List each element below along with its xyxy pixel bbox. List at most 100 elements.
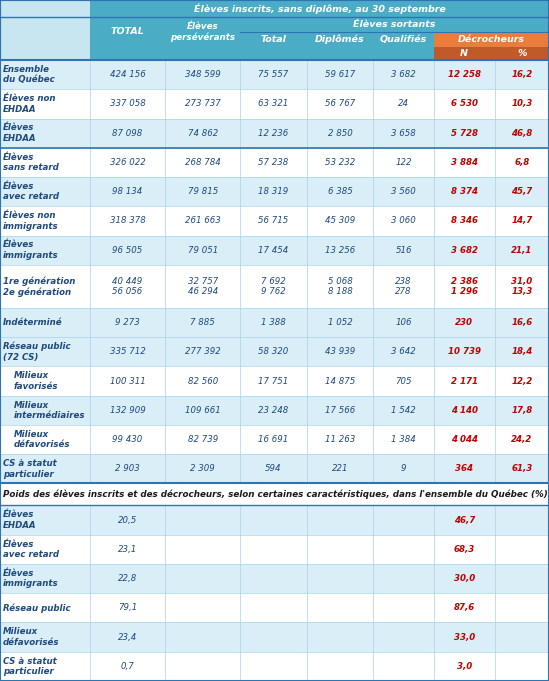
Bar <box>240 47 307 60</box>
Text: 132 909: 132 909 <box>110 406 145 415</box>
Bar <box>0 17 90 47</box>
Text: 46,8: 46,8 <box>511 129 533 138</box>
Text: 56 715: 56 715 <box>259 217 289 225</box>
Text: Qualifiés: Qualifiés <box>380 35 427 44</box>
Text: 12 258: 12 258 <box>448 70 481 79</box>
Text: 82 560: 82 560 <box>188 377 218 385</box>
Text: 18 319: 18 319 <box>259 187 289 196</box>
Bar <box>373 47 434 60</box>
Text: 100 311: 100 311 <box>110 377 145 385</box>
Bar <box>307 47 373 60</box>
Text: Milieux
intermédiaires: Milieux intermédiaires <box>14 400 86 420</box>
Text: %: % <box>517 49 526 58</box>
Text: Élèves
immigrants: Élèves immigrants <box>3 240 59 260</box>
Text: 61,3: 61,3 <box>511 464 533 473</box>
Bar <box>0 396 549 425</box>
Text: 53 232: 53 232 <box>325 158 355 167</box>
Text: 6 530: 6 530 <box>451 99 478 108</box>
Bar <box>0 0 90 17</box>
Bar <box>373 32 434 47</box>
Text: N: N <box>460 49 468 58</box>
Text: 0,7: 0,7 <box>121 662 135 671</box>
Bar <box>0 148 549 177</box>
Bar <box>0 89 549 118</box>
Text: Réseau public: Réseau public <box>3 603 71 613</box>
Text: 18,4: 18,4 <box>511 347 533 356</box>
Text: 7 885: 7 885 <box>191 318 215 327</box>
Bar <box>0 484 549 505</box>
Text: 10,3: 10,3 <box>511 99 533 108</box>
Text: Élèves
EHDAA: Élèves EHDAA <box>3 510 36 530</box>
Text: 14 875: 14 875 <box>325 377 355 385</box>
Bar <box>0 564 549 593</box>
Text: 3 884: 3 884 <box>451 158 478 167</box>
Bar <box>0 47 90 60</box>
Text: 46,7: 46,7 <box>453 516 475 524</box>
Text: TOTAL: TOTAL <box>111 27 144 37</box>
Text: Poids des élèves inscrits et des décrocheurs, selon certaines caractéristiques, : Poids des élèves inscrits et des décroch… <box>3 490 548 499</box>
Text: 17 454: 17 454 <box>259 246 289 255</box>
Text: 109 661: 109 661 <box>185 406 221 415</box>
Text: 122: 122 <box>395 158 412 167</box>
Text: 261 663: 261 663 <box>185 217 221 225</box>
Text: Milieux
défavorisés: Milieux défavorisés <box>3 627 59 647</box>
Text: Indéterminé: Indéterminé <box>3 318 63 327</box>
Text: 106: 106 <box>395 318 412 327</box>
Bar <box>0 177 549 206</box>
Text: Élèves non
EHDAA: Élèves non EHDAA <box>3 94 55 114</box>
Text: 2 309: 2 309 <box>191 464 215 473</box>
Text: 1 384: 1 384 <box>391 435 416 444</box>
Text: Élèves inscrits, sans diplôme, au 30 septembre: Élèves inscrits, sans diplôme, au 30 sep… <box>194 3 445 14</box>
Text: 7 692
9 762: 7 692 9 762 <box>261 276 286 296</box>
Bar <box>0 535 549 564</box>
Text: 75 557: 75 557 <box>259 70 289 79</box>
Text: 277 392: 277 392 <box>185 347 221 356</box>
Text: Élèves
avec retard: Élèves avec retard <box>3 539 59 559</box>
Text: Élèves sortants: Élèves sortants <box>354 20 436 29</box>
Text: 23 248: 23 248 <box>259 406 289 415</box>
Text: 318 378: 318 378 <box>110 217 145 225</box>
Text: 82 739: 82 739 <box>188 435 218 444</box>
Text: 79 815: 79 815 <box>188 187 218 196</box>
Text: 79 051: 79 051 <box>188 246 218 255</box>
Text: 68,3: 68,3 <box>453 545 475 554</box>
Bar <box>434 47 495 60</box>
Bar <box>0 366 549 396</box>
Text: 17,8: 17,8 <box>511 406 533 415</box>
Text: 23,1: 23,1 <box>118 545 137 554</box>
Text: 45 309: 45 309 <box>325 217 355 225</box>
Text: 96 505: 96 505 <box>113 246 143 255</box>
Text: 16,6: 16,6 <box>511 318 533 327</box>
Text: 24: 24 <box>398 99 409 108</box>
Text: 20,5: 20,5 <box>118 516 137 524</box>
Text: Élèves
sans retard: Élèves sans retard <box>3 153 59 172</box>
Text: Élèves
avec retard: Élèves avec retard <box>3 182 59 202</box>
Text: CS à statut
particulier: CS à statut particulier <box>3 459 57 479</box>
Text: 2 850: 2 850 <box>328 129 352 138</box>
Bar <box>307 32 373 47</box>
Text: 14,7: 14,7 <box>511 217 533 225</box>
Text: 21,1: 21,1 <box>511 246 533 255</box>
Text: 348 599: 348 599 <box>185 70 221 79</box>
Text: 3,0: 3,0 <box>457 662 472 671</box>
Text: 424 156: 424 156 <box>110 70 145 79</box>
Text: Élèves non
immigrants: Élèves non immigrants <box>3 211 59 231</box>
Text: 3 682: 3 682 <box>391 70 416 79</box>
Bar <box>240 17 549 32</box>
Text: 43 939: 43 939 <box>325 347 355 356</box>
Text: 8 374: 8 374 <box>451 187 478 196</box>
Text: 10 739: 10 739 <box>448 347 481 356</box>
Bar <box>0 425 549 454</box>
Text: 2 386
1 296: 2 386 1 296 <box>451 276 478 296</box>
Text: Élèves
immigrants: Élèves immigrants <box>3 569 59 588</box>
Text: Milieux
défavorisés: Milieux défavorisés <box>14 430 70 449</box>
Text: 74 862: 74 862 <box>188 129 218 138</box>
Text: 238
278: 238 278 <box>395 276 412 296</box>
Text: 63 321: 63 321 <box>259 99 289 108</box>
Text: Diplômés: Diplômés <box>315 35 365 44</box>
Text: Ensemble
du Québec: Ensemble du Québec <box>3 65 55 84</box>
Text: 273 737: 273 737 <box>185 99 221 108</box>
Bar <box>0 337 549 366</box>
Bar <box>90 17 165 47</box>
Bar <box>165 17 240 47</box>
